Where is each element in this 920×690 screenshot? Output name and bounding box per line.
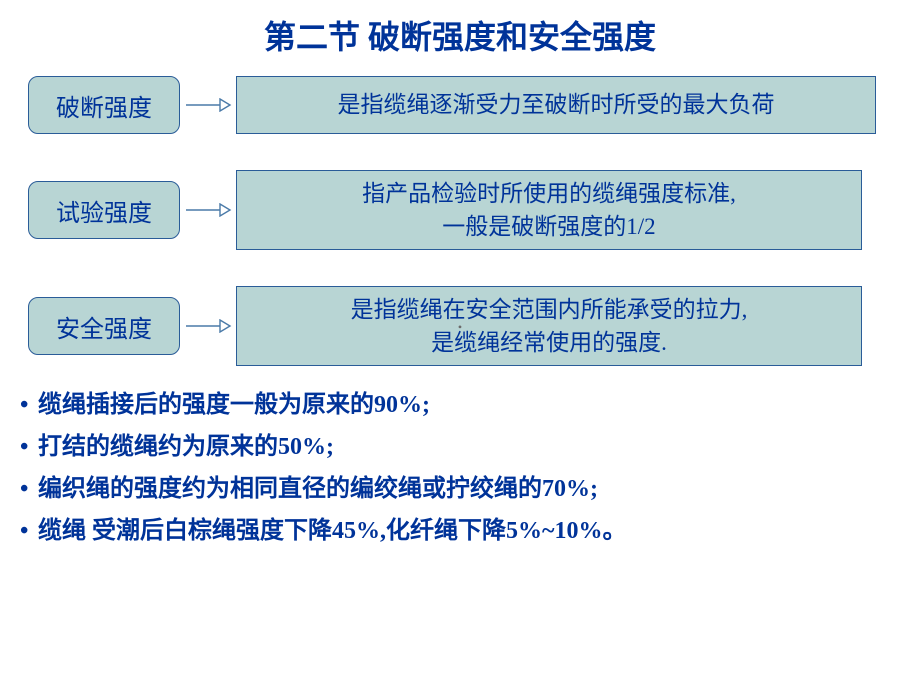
row-safe-strength: 安全强度 是指缆绳在安全范围内所能承受的拉力,是缆绳经常使用的强度. [28, 286, 920, 366]
list-item: • 编织绳的强度约为相同直径的编绞绳或拧绞绳的70%; [20, 468, 920, 510]
bullet-text: 打结的缆绳约为原来的50%; [38, 426, 334, 468]
bullet-icon: • [20, 426, 38, 468]
desc-breaking-strength: 是指缆绳逐渐受力至破断时所受的最大负荷 [236, 76, 876, 134]
bullet-list: • 缆绳插接后的强度一般为原来的90%; • 打结的缆绳约为原来的50%; • … [20, 384, 920, 552]
list-item: • 缆绳插接后的强度一般为原来的90%; [20, 384, 920, 426]
list-item: • 缆绳 受潮后白棕绳强度下降45%,化纤绳下降5%~10%。 [20, 510, 920, 552]
arrow-icon [180, 98, 236, 112]
bullet-text: 缆绳 受潮后白棕绳强度下降45%,化纤绳下降5%~10%。 [38, 510, 626, 552]
desc-safe-strength: 是指缆绳在安全范围内所能承受的拉力,是缆绳经常使用的强度. [236, 286, 862, 366]
bullet-icon: • [20, 510, 38, 552]
list-item: • 打结的缆绳约为原来的50%; [20, 426, 920, 468]
center-dot-icon: • [458, 320, 462, 335]
desc-test-strength: 指产品检验时所使用的缆绳强度标准,一般是破断强度的1/2 [236, 170, 862, 250]
arrow-icon [180, 203, 236, 217]
bullet-icon: • [20, 468, 38, 510]
row-test-strength: 试验强度 指产品检验时所使用的缆绳强度标准,一般是破断强度的1/2 [28, 170, 920, 250]
page-title: 第二节 破断强度和安全强度 [0, 0, 920, 76]
label-test-strength: 试验强度 [28, 181, 180, 239]
label-breaking-strength: 破断强度 [28, 76, 180, 134]
row-breaking-strength: 破断强度 是指缆绳逐渐受力至破断时所受的最大负荷 [28, 76, 920, 134]
label-safe-strength: 安全强度 [28, 297, 180, 355]
arrow-icon [180, 319, 236, 333]
bullet-text: 缆绳插接后的强度一般为原来的90%; [38, 384, 430, 426]
bullet-icon: • [20, 384, 38, 426]
bullet-text: 编织绳的强度约为相同直径的编绞绳或拧绞绳的70%; [38, 468, 598, 510]
